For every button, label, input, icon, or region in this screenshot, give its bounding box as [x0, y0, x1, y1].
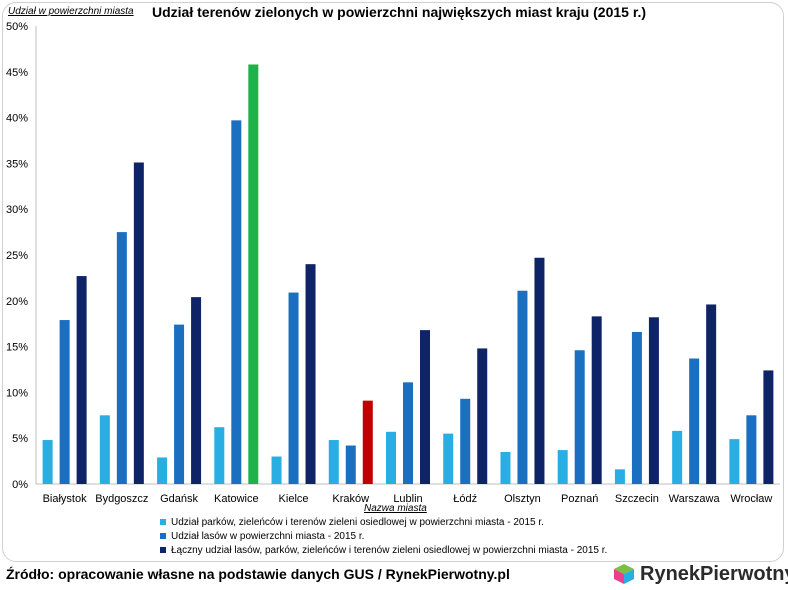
x-tick-label: Warszawa	[669, 493, 721, 505]
bar	[763, 370, 774, 484]
legend-label: Łączny udział lasów, parków, zieleńców i…	[171, 544, 608, 556]
bar	[591, 316, 602, 484]
x-tick-label: Kielce	[279, 493, 309, 505]
bar	[328, 440, 339, 484]
x-tick-label: Białystok	[43, 493, 88, 505]
bar	[729, 439, 740, 484]
bar	[672, 430, 683, 484]
y-tick-label: 15%	[6, 342, 28, 354]
bar	[116, 232, 127, 484]
bar	[191, 297, 202, 484]
bar	[631, 331, 642, 484]
x-tick-label: Szczecin	[615, 493, 659, 505]
legend: Udział parków, zieleńców i terenów ziele…	[160, 515, 607, 557]
brand-logo[interactable]: RynekPierwotny	[612, 562, 788, 586]
legend-label: Udział parków, zieleńców i terenów ziele…	[171, 516, 544, 528]
cube-logo-icon	[614, 564, 634, 584]
y-tick-label: 35%	[6, 158, 28, 170]
legend-item: Udział parków, zieleńców i terenów ziele…	[160, 515, 607, 529]
y-tick-label: 20%	[6, 296, 28, 308]
source-note: Źródło: opracowanie własne na podstawie …	[6, 566, 510, 582]
bar	[345, 445, 356, 484]
x-tick-label: Olsztyn	[504, 493, 541, 505]
bar	[271, 456, 282, 484]
y-tick-label: 45%	[6, 67, 28, 79]
y-tick-label: 25%	[6, 250, 28, 262]
logo-text: RynekPierwotny	[640, 562, 788, 585]
legend-swatch	[160, 547, 166, 553]
bar	[174, 324, 185, 484]
bar	[133, 162, 144, 484]
x-tick-label: Bydgoszcz	[95, 493, 148, 505]
bar	[500, 451, 511, 484]
bar	[460, 398, 471, 484]
x-tick-label: Kraków	[332, 493, 369, 505]
y-tick-label: 40%	[6, 113, 28, 125]
x-tick-label: Lublin	[393, 493, 422, 505]
bar	[557, 450, 568, 484]
bar	[574, 350, 585, 484]
bar	[648, 317, 659, 484]
bar	[477, 348, 488, 484]
bar	[42, 440, 53, 484]
y-tick-label: 5%	[12, 433, 28, 445]
bar	[386, 431, 396, 484]
bar	[443, 433, 454, 484]
bar	[214, 427, 225, 484]
y-tick-label: 0%	[12, 479, 28, 491]
bar-chart: 0% 5% 10% 15% 20% 25% 30% 35% 40% 45% 50% Białystok…	[6, 21, 780, 505]
bar	[534, 257, 545, 484]
bar	[99, 415, 110, 484]
legend-label: Udział lasów w powierzchni miasta - 2015…	[171, 530, 365, 542]
bar	[403, 382, 413, 484]
bar	[76, 276, 87, 484]
bar	[362, 400, 373, 484]
legend-swatch	[160, 533, 166, 539]
legend-item: Udział lasów w powierzchni miasta - 2015…	[160, 529, 607, 543]
bar	[231, 120, 242, 485]
bar	[689, 358, 700, 484]
bar	[517, 290, 528, 484]
bar	[614, 469, 625, 484]
bar	[706, 304, 717, 484]
legend-item: Łączny udział lasów, parków, zieleńców i…	[160, 543, 607, 557]
bar	[420, 330, 430, 484]
y-tick-label: 10%	[6, 387, 28, 399]
y-tick-label: 30%	[6, 204, 28, 216]
x-tick-label: Wrocław	[730, 493, 772, 505]
chart-frame	[2, 2, 784, 562]
x-tick-label: Gdańsk	[160, 493, 198, 505]
bar	[248, 64, 259, 485]
bar	[59, 320, 70, 484]
x-tick-label: Łódź	[453, 493, 477, 505]
bar	[746, 415, 757, 484]
bar	[157, 457, 168, 484]
x-axis-title: Nazwa miasta	[364, 503, 427, 514]
x-tick-label: Poznań	[561, 493, 598, 505]
x-tick-label: Katowice	[214, 493, 259, 505]
bar	[305, 264, 316, 484]
y-axis-title: Udział w powierzchni miasta	[8, 6, 134, 17]
legend-swatch	[160, 519, 166, 525]
chart-title: Udział terenów zielonych w powierzchni n…	[152, 4, 647, 20]
bar	[288, 292, 299, 484]
y-tick-label: 50%	[6, 21, 28, 33]
